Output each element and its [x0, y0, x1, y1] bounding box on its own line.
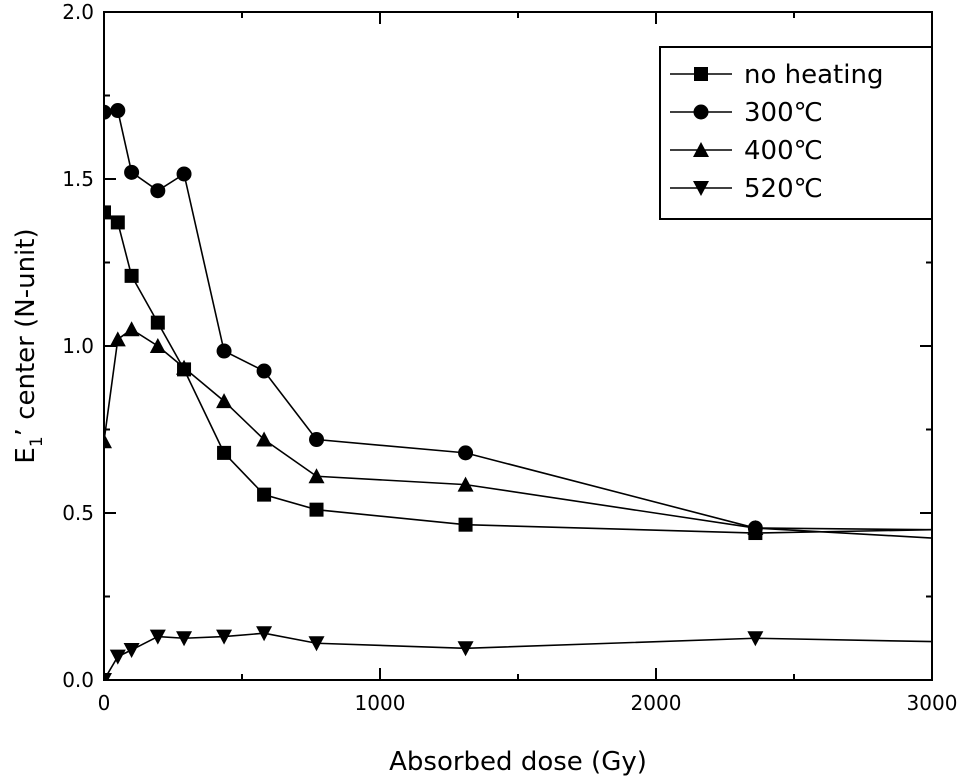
- data-point: [747, 520, 764, 536]
- series-line: [104, 211, 932, 534]
- data-point: [256, 431, 273, 447]
- y-tick-label: 1.5: [62, 167, 94, 191]
- y-tick-label: 0.5: [62, 501, 94, 525]
- x-tick-label: 3000: [907, 691, 958, 715]
- x-tick-label: 0: [98, 691, 111, 715]
- data-point: [217, 445, 232, 460]
- data-point: [458, 517, 473, 532]
- series-layer: [104, 103, 932, 680]
- data-point: [124, 164, 140, 180]
- series-line: [104, 632, 932, 680]
- x-tick-label: 2000: [631, 691, 682, 715]
- series-line: [104, 328, 932, 531]
- y-axis-title-rest: ’ center (N-unit): [11, 228, 41, 436]
- data-point: [256, 363, 272, 379]
- y-axis-title: E1’ center (N-unit): [11, 228, 47, 463]
- series-square: [104, 205, 932, 541]
- legend-marker: [693, 104, 709, 120]
- data-point: [109, 331, 126, 347]
- x-tick-label: 1000: [355, 691, 406, 715]
- series-triangle-up: [104, 321, 932, 536]
- data-point: [176, 359, 193, 375]
- legend-label: 300℃: [744, 98, 823, 128]
- data-point: [104, 673, 112, 680]
- y-axis-title-sub: 1: [27, 436, 47, 447]
- data-point: [149, 629, 166, 645]
- data-point: [256, 626, 273, 642]
- data-point: [216, 343, 232, 359]
- y-tick-label: 0.0: [62, 668, 94, 692]
- data-point: [150, 315, 165, 330]
- data-point: [124, 268, 139, 283]
- data-point: [176, 166, 192, 182]
- data-point: [309, 432, 325, 448]
- legend-item: 400℃: [670, 136, 823, 166]
- y-tick-label: 1.0: [62, 334, 94, 358]
- series-triangle-down: [104, 626, 932, 680]
- data-point: [109, 649, 126, 665]
- data-point: [110, 103, 126, 119]
- data-point: [104, 104, 112, 120]
- series-circle: [104, 103, 932, 539]
- y-tick-label: 2.0: [62, 0, 94, 24]
- data-point: [110, 215, 125, 230]
- x-axis: 0 1000 2000 3000: [98, 12, 958, 715]
- x-axis-title: Absorbed dose (Gy): [389, 747, 647, 777]
- legend-label: no heating: [744, 60, 883, 90]
- legend-label: 520℃: [744, 174, 823, 204]
- data-point: [104, 433, 112, 449]
- y-axis-title-main: E: [11, 447, 41, 463]
- legend-item: 300℃: [670, 98, 823, 128]
- data-point: [216, 629, 233, 645]
- data-point: [176, 631, 193, 647]
- data-point: [216, 393, 233, 409]
- data-point: [123, 642, 140, 658]
- data-point: [458, 445, 474, 461]
- legend-marker: [693, 181, 709, 196]
- data-point: [457, 476, 474, 492]
- data-point: [123, 321, 140, 337]
- y-axis: 0.0 0.5 1.0 1.5 2.0: [62, 0, 932, 692]
- legend-item: 520℃: [670, 174, 823, 204]
- data-point: [309, 502, 324, 517]
- legend-marker: [693, 142, 709, 157]
- legend-marker: [694, 67, 708, 81]
- legend-label: 400℃: [744, 136, 823, 166]
- legend: no heating 300℃ 400℃ 520℃: [659, 46, 933, 220]
- data-point: [150, 183, 166, 199]
- data-point: [149, 338, 166, 353]
- data-point: [104, 205, 111, 220]
- legend-item: no heating: [670, 60, 883, 90]
- data-point: [257, 487, 272, 502]
- data-point: [747, 631, 764, 647]
- data-point: [457, 641, 474, 657]
- data-point: [308, 636, 325, 652]
- data-point: [308, 468, 325, 484]
